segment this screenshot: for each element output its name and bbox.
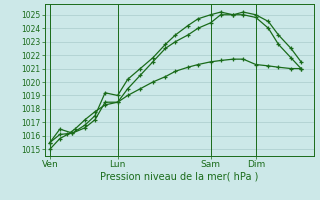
X-axis label: Pression niveau de la mer( hPa ): Pression niveau de la mer( hPa ) <box>100 172 258 182</box>
